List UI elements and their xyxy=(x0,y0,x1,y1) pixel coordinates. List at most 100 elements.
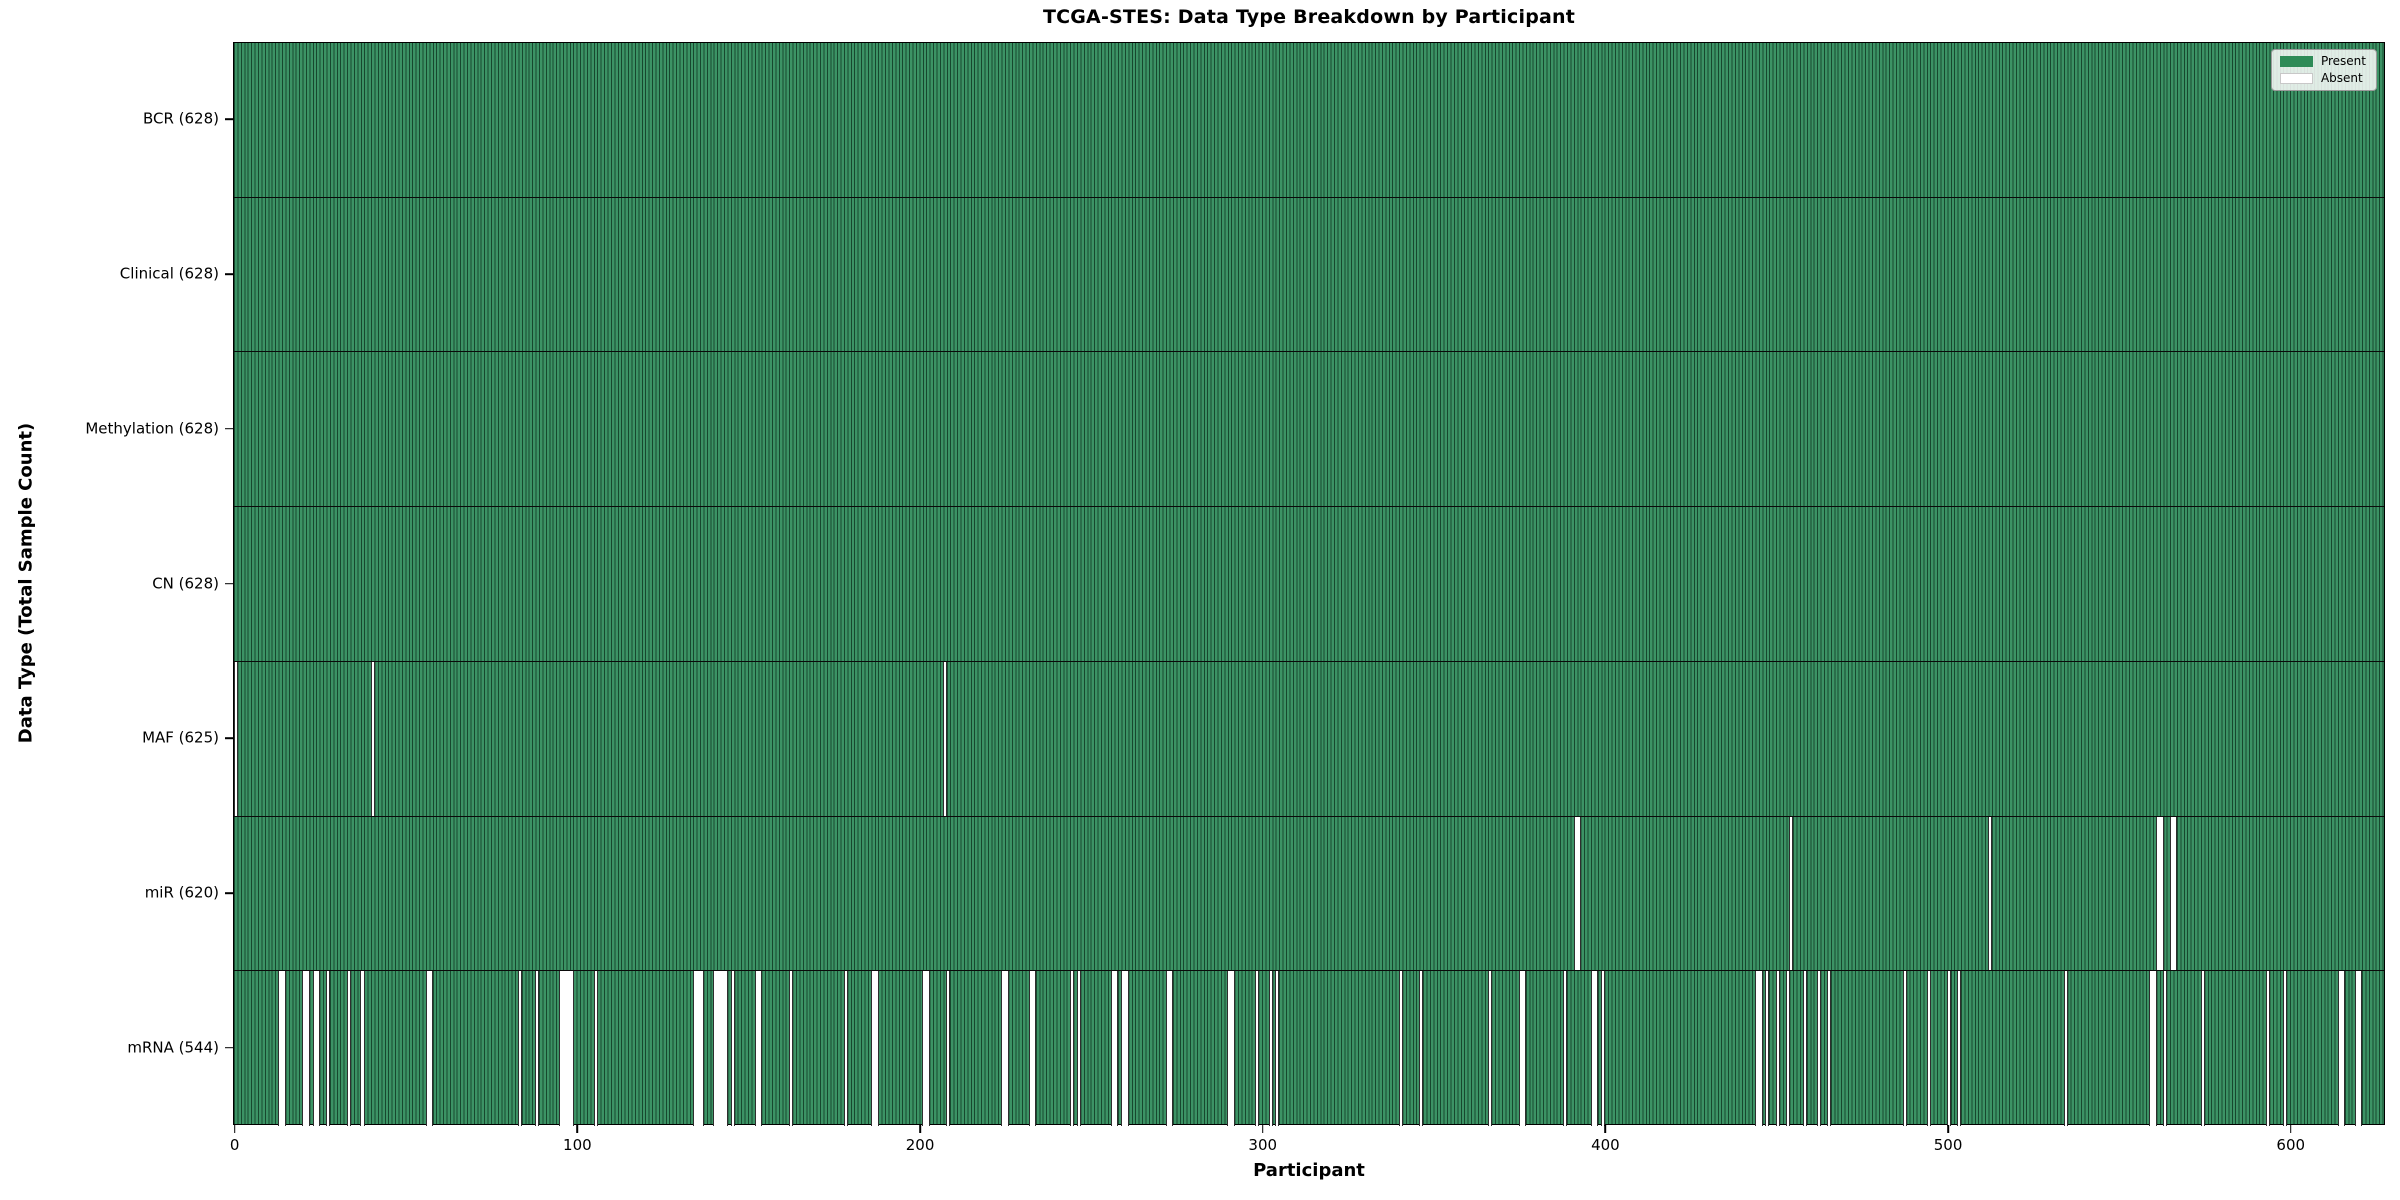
absent-gap-mrna-534 xyxy=(2063,971,2068,1126)
absent-gap-mrna-375 xyxy=(1518,971,1527,1126)
absent-gap-mrna-140 xyxy=(713,971,728,1126)
absent-gap-mrna-399 xyxy=(1600,971,1605,1126)
legend-swatch-present xyxy=(2279,56,2313,67)
absent-gap-mrna-37 xyxy=(360,971,365,1126)
absent-gap-mir-512 xyxy=(1988,816,1993,971)
absent-gap-mrna-178 xyxy=(843,971,848,1126)
absent-gap-mrna-494 xyxy=(1926,971,1931,1126)
legend-label-absent: Absent xyxy=(2320,71,2363,85)
absent-gap-mrna-208 xyxy=(946,971,951,1126)
absent-gap-mrna-145 xyxy=(730,971,735,1126)
absent-gap-mrna-462 xyxy=(1816,971,1821,1126)
absent-gap-mrna-574 xyxy=(2200,971,2205,1126)
legend-label-present: Present xyxy=(2320,54,2366,68)
absent-gap-mrna-290 xyxy=(1227,971,1235,1126)
row-cn xyxy=(234,507,2384,662)
absent-gap-mrna-304 xyxy=(1275,971,1280,1126)
absent-gap-mrna-88 xyxy=(535,971,540,1126)
absent-gap-mrna-500 xyxy=(1947,971,1952,1126)
absent-gap-mrna-201 xyxy=(922,971,930,1126)
absent-gap-mrna-23 xyxy=(312,971,320,1126)
absent-gap-mrna-105 xyxy=(593,971,598,1126)
y-tick-label-clinical: Clinical (628) xyxy=(119,264,219,283)
absent-gap-mrna-83 xyxy=(518,971,523,1126)
absent-gap-mrna-614 xyxy=(2337,971,2346,1126)
legend-item-present: Present xyxy=(2279,54,2366,68)
absent-gap-mrna-388 xyxy=(1563,971,1568,1126)
y-tick-mark-methylation xyxy=(225,427,233,430)
absent-gap-mrna-396 xyxy=(1590,971,1599,1126)
absent-gap-mrna-447 xyxy=(1765,971,1770,1126)
x-tick-mark-100 xyxy=(576,1125,579,1133)
absent-gap-mrna-244 xyxy=(1069,971,1074,1126)
legend-swatch-absent xyxy=(2279,73,2313,84)
absent-gap-mrna-465 xyxy=(1827,971,1832,1126)
absent-gap-mrna-598 xyxy=(2282,971,2287,1126)
absent-gap-mrna-619 xyxy=(2354,971,2363,1126)
absent-gap-mrna-340 xyxy=(1398,971,1403,1126)
absent-gap-mrna-272 xyxy=(1165,971,1174,1126)
legend: Present Absent xyxy=(2270,49,2377,91)
absent-gap-mrna-458 xyxy=(1803,971,1808,1126)
absent-gap-mrna-559 xyxy=(2149,971,2157,1126)
x-tick-label-300: 300 xyxy=(1248,1136,1278,1154)
absent-gap-mrna-186 xyxy=(871,971,879,1126)
y-tick-mark-cn xyxy=(225,582,233,585)
absent-gap-mrna-232 xyxy=(1028,971,1037,1126)
absent-gap-mrna-346 xyxy=(1419,971,1424,1126)
x-tick-mark-300 xyxy=(1261,1125,1264,1133)
y-tick-label-mir: miR (620) xyxy=(144,883,219,902)
absent-gap-mrna-224 xyxy=(1001,971,1009,1126)
absent-gap-mrna-593 xyxy=(2265,971,2270,1126)
absent-gap-mrna-152 xyxy=(754,971,763,1126)
y-tick-mark-clinical xyxy=(225,273,233,275)
row-clinical xyxy=(234,198,2384,353)
y-tick-label-maf: MAF (625) xyxy=(142,728,219,747)
absent-gap-mrna-56 xyxy=(425,971,434,1126)
x-tick-mark-500 xyxy=(1947,1125,1949,1133)
absent-gap-maf-40 xyxy=(370,661,375,816)
absent-gap-mrna-302 xyxy=(1268,971,1273,1126)
absent-gap-mrna-298 xyxy=(1254,971,1259,1126)
absent-gap-maf-207 xyxy=(943,661,948,816)
x-tick-label-400: 400 xyxy=(1591,1136,1620,1154)
absent-gap-mrna-444 xyxy=(1755,971,1763,1126)
x-tick-label-500: 500 xyxy=(1933,1136,1963,1154)
absent-gap-mrna-453 xyxy=(1786,971,1791,1126)
absent-gap-mrna-27 xyxy=(326,971,331,1126)
y-tick-label-methylation: Methylation (628) xyxy=(85,419,219,438)
absent-gap-mir-391 xyxy=(1573,816,1581,971)
row-bcr xyxy=(234,43,2384,198)
absent-gap-mrna-450 xyxy=(1775,971,1780,1126)
plot-area: Present Absent xyxy=(233,42,2385,1126)
x-axis-title: Participant xyxy=(1253,1160,1365,1181)
legend-item-absent: Absent xyxy=(2279,71,2366,85)
x-tick-mark-600 xyxy=(2289,1125,2292,1133)
row-maf xyxy=(233,661,2384,817)
absent-gap-mrna-246 xyxy=(1076,971,1081,1126)
y-tick-mark-bcr xyxy=(225,118,233,121)
row-mrna xyxy=(234,971,2384,1126)
absent-gap-mrna-487 xyxy=(1902,971,1907,1126)
absent-gap-mrna-503 xyxy=(1957,971,1962,1126)
absent-gap-mrna-259 xyxy=(1121,971,1129,1126)
absent-gap-mrna-13 xyxy=(278,971,286,1126)
x-tick-label-600: 600 xyxy=(2276,1136,2306,1154)
absent-gap-mrna-563 xyxy=(2162,971,2167,1126)
y-tick-mark-maf xyxy=(225,737,233,739)
absent-gap-mrna-256 xyxy=(1110,971,1119,1126)
x-tick-mark-200 xyxy=(919,1125,921,1133)
x-tick-label-0: 0 xyxy=(229,1136,240,1154)
absent-gap-mir-454 xyxy=(1789,816,1794,971)
chart-title: TCGA-STES: Data Type Breakdown by Partic… xyxy=(1042,6,1576,28)
y-tick-mark-mir xyxy=(225,892,233,894)
absent-gap-mrna-20 xyxy=(302,971,310,1126)
y-tick-label-cn: CN (628) xyxy=(152,574,219,592)
row-mir xyxy=(234,816,2384,972)
x-tick-mark-400 xyxy=(1604,1125,1607,1133)
x-tick-mark-0 xyxy=(233,1125,236,1133)
absent-gap-mir-565 xyxy=(2169,816,2178,971)
y-tick-label-bcr: BCR (628) xyxy=(142,109,219,128)
absent-gap-mrna-162 xyxy=(788,971,793,1126)
